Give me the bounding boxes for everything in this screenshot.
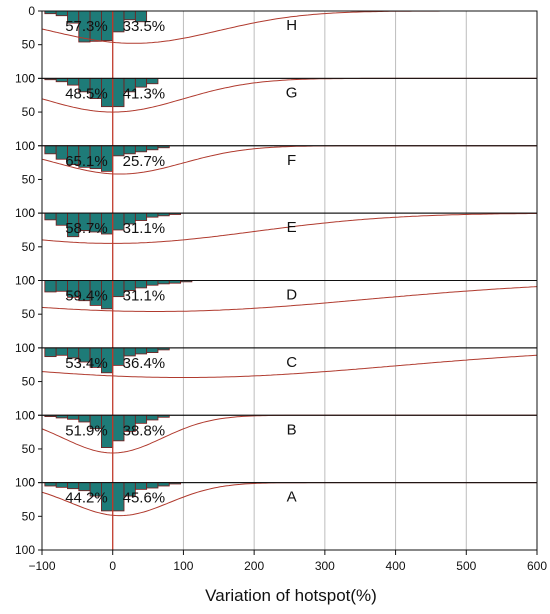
panels-layer: H 57.3% 33.5% 0 50 100 G 48.5% 41.3% 0 50 100 F 65.1%… (15, 4, 538, 557)
percent-left-label: 65.1% (65, 153, 108, 170)
panel-a: A 44.2% 45.6% 0 50 100 (15, 476, 538, 557)
fit-curve (41, 213, 537, 244)
y-tick-label: 50 (22, 240, 36, 254)
y-tick-label: 100 (15, 543, 35, 557)
y-tick-label: 100 (15, 274, 35, 288)
percent-right-label: 31.1% (123, 288, 166, 305)
panel-label: C (286, 354, 297, 371)
y-tick-label: 0 (28, 341, 35, 355)
histogram-bar (78, 414, 91, 423)
y-tick-label: 100 (15, 476, 35, 490)
panel-e: E 58.7% 31.1% 0 50 100 (15, 206, 538, 288)
percent-right-label: 38.8% (123, 422, 166, 439)
y-tick-label: 0 (28, 4, 35, 18)
percent-right-label: 45.6% (123, 490, 166, 507)
fit-curve (41, 286, 538, 312)
histogram-bar (55, 10, 68, 17)
histogram-bar (67, 482, 80, 490)
axes-layer: −100 0 100 200 300 400 500 600 (28, 550, 547, 573)
histogram-bar (134, 145, 148, 153)
panel-label: E (287, 219, 297, 236)
histogram-bar (134, 482, 148, 490)
panel-label: G (286, 84, 298, 101)
y-tick-label: 50 (22, 38, 36, 52)
percent-left-label: 51.9% (65, 422, 108, 439)
y-tick-label: 0 (28, 408, 35, 422)
fit-curve (41, 354, 538, 378)
y-tick-label: 50 (22, 509, 36, 523)
panel-d: D 59.4% 31.1% 0 50 100 (15, 274, 538, 355)
histogram-bar (146, 414, 159, 421)
x-axis-label: Variation of hotspot(%) (205, 586, 377, 605)
histogram-bar (157, 482, 170, 487)
panel-label: B (287, 421, 297, 438)
histogram-bar (44, 280, 57, 293)
percent-right-label: 33.5% (123, 18, 166, 35)
histogram-bar (44, 482, 57, 487)
y-tick-label: 50 (22, 172, 36, 186)
y-tick-label: 100 (15, 206, 35, 220)
histogram-bar (146, 347, 159, 353)
percent-left-label: 57.3% (65, 18, 108, 35)
y-tick-label: 100 (15, 139, 35, 153)
panel-g: G 48.5% 41.3% 0 50 100 (15, 71, 538, 153)
histogram-bar (146, 280, 159, 286)
percent-right-label: 25.7% (123, 153, 166, 170)
panel-b: B 51.9% 38.8% 0 50 100 (15, 408, 538, 490)
histogram-bar (157, 280, 170, 285)
panel-label: D (286, 287, 297, 304)
histogram-bar (146, 482, 159, 489)
x-tick-label: 600 (527, 559, 547, 573)
y-tick-label: 50 (22, 105, 36, 119)
y-tick-label: 0 (28, 274, 35, 288)
histogram-bar (67, 414, 80, 420)
y-tick-label: 0 (28, 71, 35, 85)
panel-label: F (287, 152, 296, 169)
y-tick-label: 100 (15, 341, 35, 355)
y-tick-label: 50 (22, 307, 36, 321)
x-tick-label: 500 (456, 559, 476, 573)
x-tick-label: 200 (244, 559, 264, 573)
histogram-bar (146, 212, 159, 218)
panel-h: H 57.3% 33.5% 0 50 100 (15, 4, 538, 85)
y-tick-label: 50 (22, 442, 36, 456)
y-tick-label: 50 (22, 375, 36, 389)
percent-left-label: 44.2% (65, 490, 108, 507)
histogram-bar (55, 77, 68, 83)
histogram-bar (44, 347, 57, 358)
panel-frame (41, 482, 538, 551)
percent-left-label: 48.5% (65, 85, 108, 102)
percent-left-label: 59.4% (65, 288, 108, 305)
y-tick-label: 0 (28, 139, 35, 153)
x-tick-label: 400 (386, 559, 406, 573)
percent-left-label: 53.4% (65, 355, 108, 372)
histogram-bar (44, 212, 57, 221)
y-tick-label: 0 (28, 206, 35, 220)
y-tick-label: 100 (15, 408, 35, 422)
x-tick-label: −100 (28, 559, 55, 573)
percent-right-label: 36.4% (123, 355, 166, 372)
panel-f: F 65.1% 25.7% 0 50 100 (15, 139, 538, 220)
histogram-bar (134, 347, 148, 355)
histogram-bar (146, 77, 159, 85)
x-tick-label: 300 (315, 559, 335, 573)
panel-label: H (286, 17, 297, 34)
histogram-bar (146, 145, 159, 151)
percent-left-label: 58.7% (65, 220, 108, 237)
y-tick-label: 0 (28, 476, 35, 490)
percent-right-label: 31.1% (123, 220, 166, 237)
histogram-bar (67, 77, 80, 86)
x-tick-label: 100 (173, 559, 193, 573)
panel-c: C 53.4% 36.4% 0 50 100 (15, 341, 538, 422)
percent-right-label: 41.3% (123, 85, 166, 102)
panel-label: A (287, 489, 297, 506)
histogram-bar (44, 145, 57, 155)
y-tick-label: 100 (15, 71, 35, 85)
x-tick-label: 0 (109, 559, 116, 573)
histogram-bar (55, 482, 68, 488)
